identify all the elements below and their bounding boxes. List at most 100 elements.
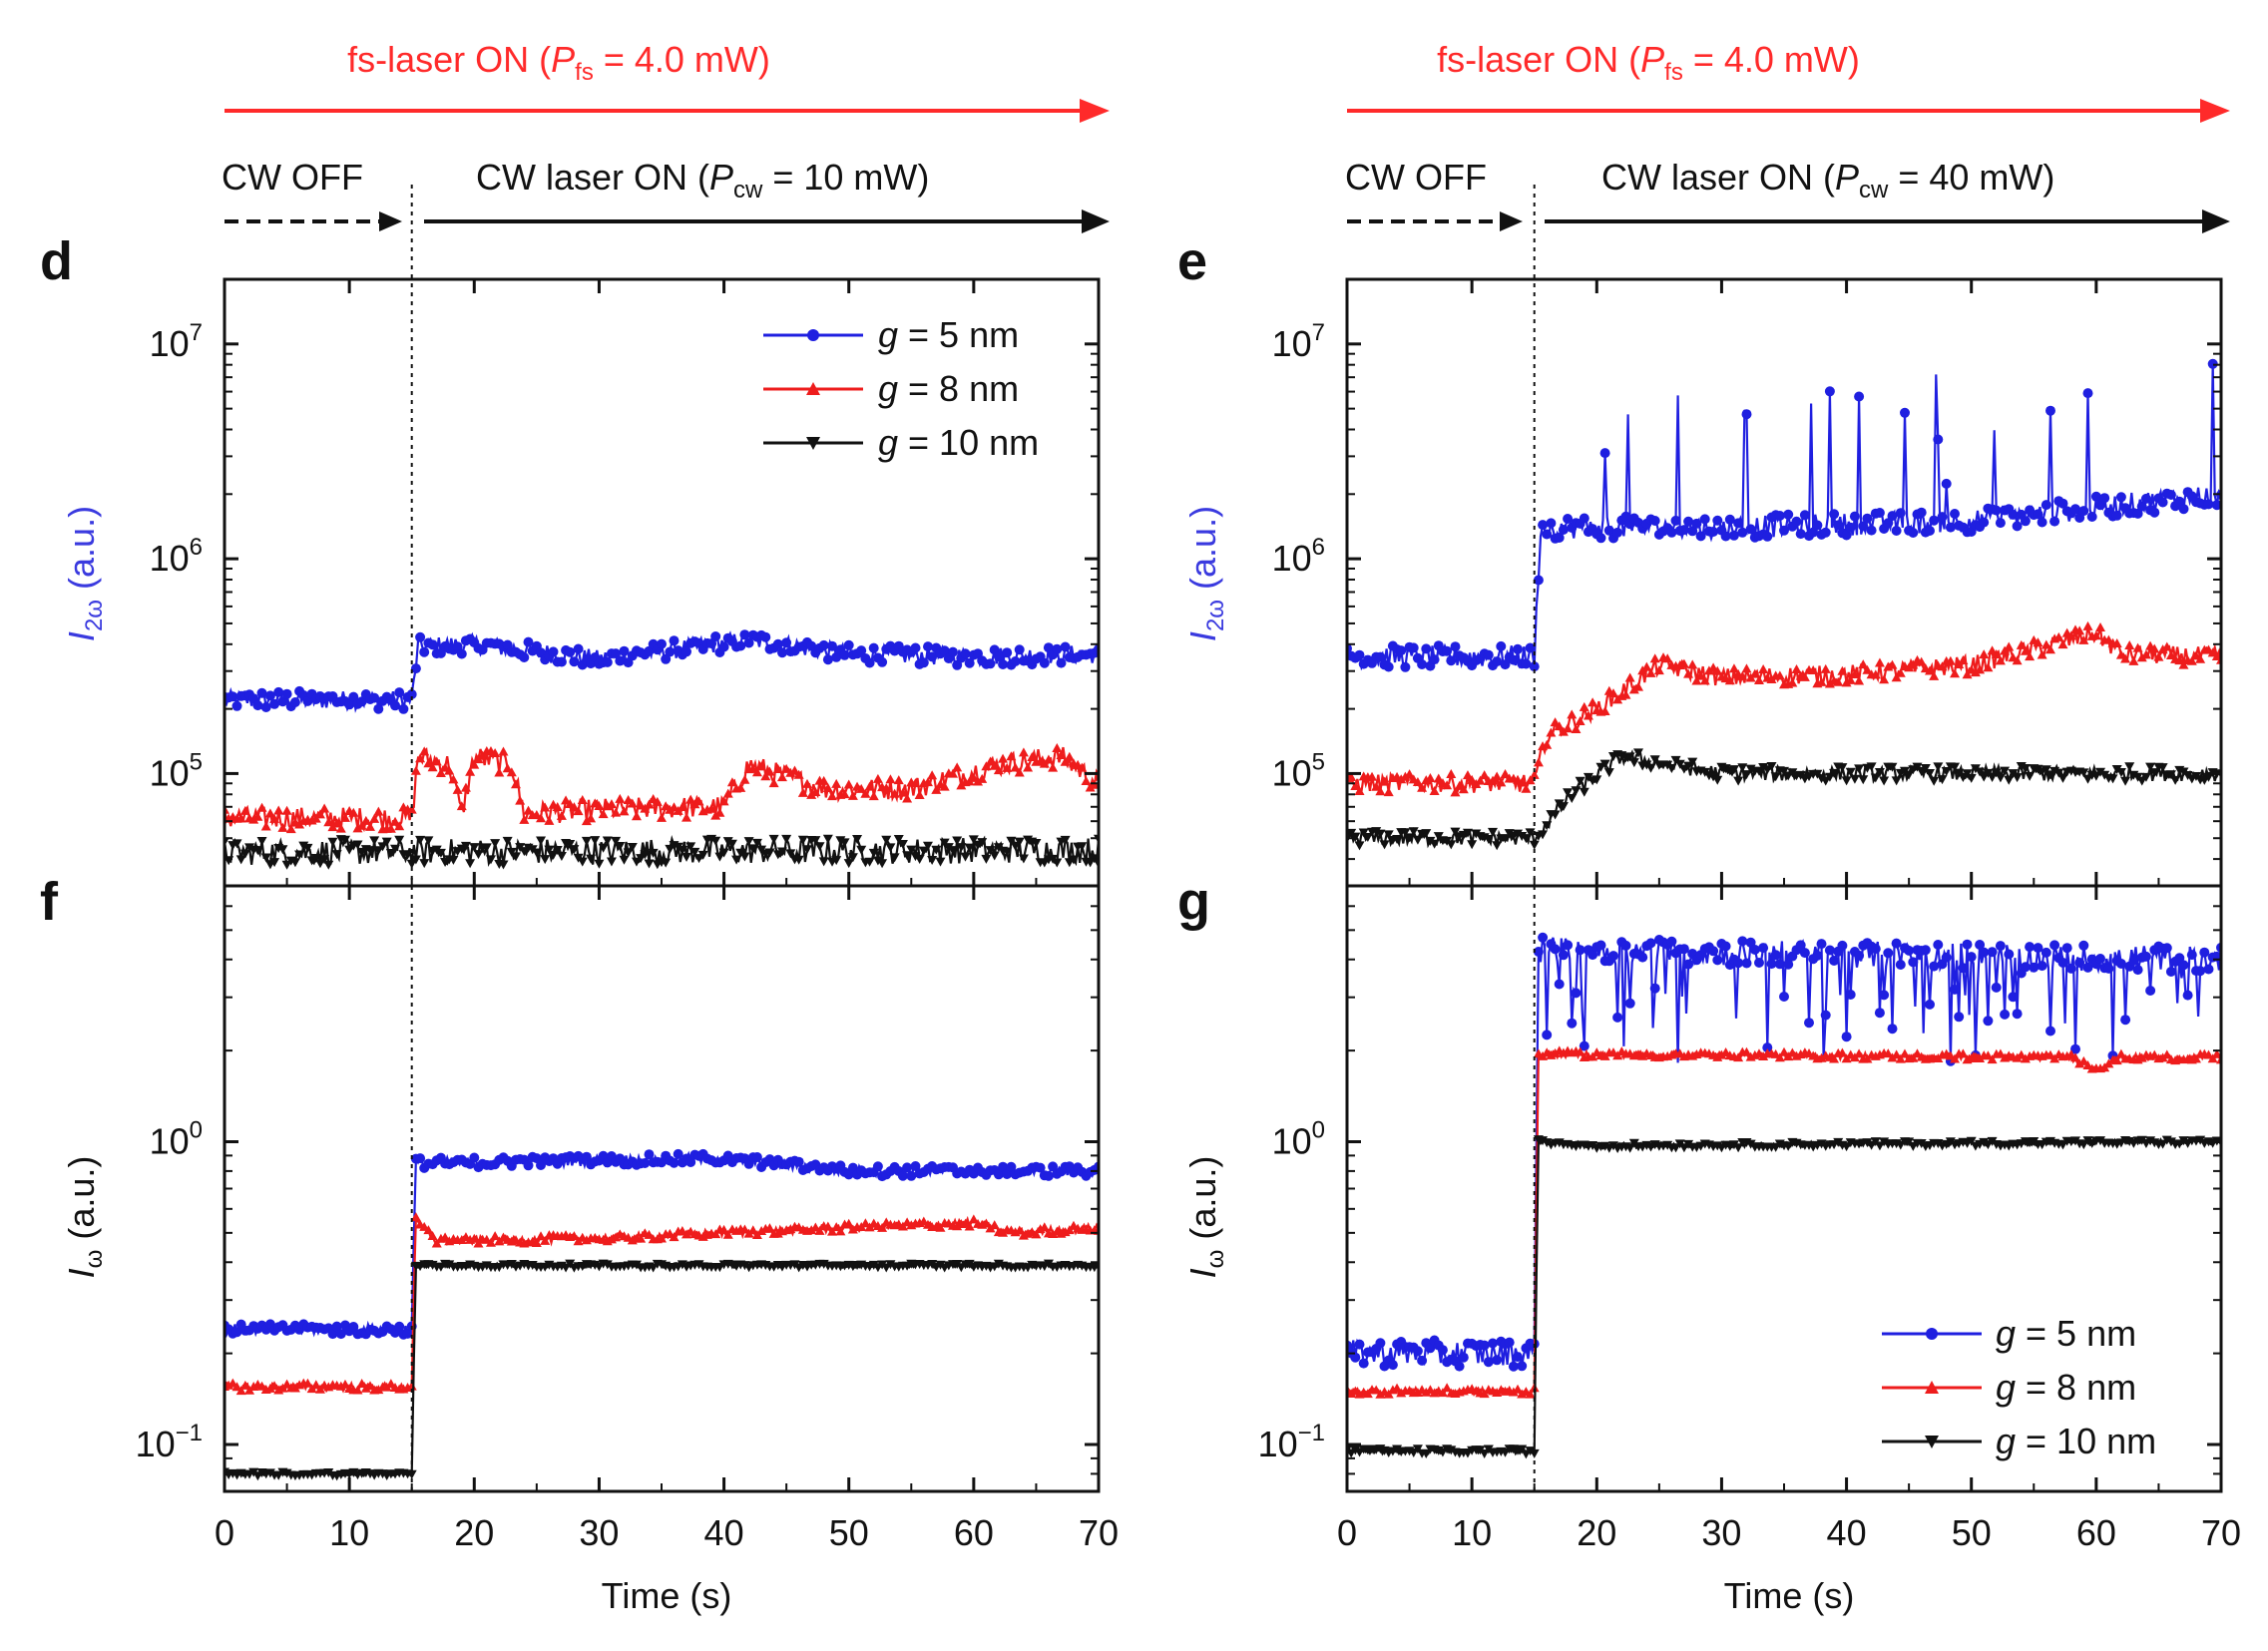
data-point	[1383, 830, 1394, 840]
data-point	[452, 641, 463, 652]
markers-f-g8	[225, 1212, 1099, 1396]
data-point	[390, 700, 400, 711]
data-point	[814, 842, 825, 852]
data-point	[1770, 772, 1781, 782]
data-point	[1563, 514, 1574, 524]
data-point	[419, 646, 430, 657]
data-point	[2082, 1136, 2093, 1146]
data-point	[1488, 827, 1498, 837]
data-point	[1678, 944, 1689, 955]
data-point	[1392, 1383, 1403, 1393]
data-point	[1454, 1361, 1465, 1372]
data-point	[1891, 776, 1902, 786]
data-point	[1429, 839, 1440, 849]
data-point	[1006, 751, 1017, 761]
data-point	[2000, 766, 2011, 776]
data-point	[1014, 1225, 1025, 1235]
data-point	[394, 1321, 405, 1332]
data-point	[1579, 787, 1589, 797]
data-point	[573, 643, 584, 654]
data-point	[536, 1231, 547, 1241]
data-point	[2049, 940, 2060, 951]
data-point	[2140, 649, 2151, 659]
data-point	[1488, 1338, 1498, 1349]
data-point	[1014, 644, 1025, 655]
data-point	[1354, 1339, 1365, 1350]
panel-letter-d: d	[40, 231, 73, 291]
data-point	[1379, 840, 1390, 850]
data-point	[669, 1157, 680, 1168]
data-point	[2078, 940, 2089, 951]
data-point	[1820, 1010, 1831, 1021]
data-point	[235, 813, 246, 823]
data-point	[402, 1328, 413, 1339]
data-point	[1758, 1051, 1769, 1061]
data-point	[2057, 498, 2068, 509]
data-point	[710, 1229, 721, 1239]
data-point	[843, 1218, 854, 1228]
data-point	[481, 843, 492, 853]
data-point	[1513, 1352, 1523, 1363]
data-point	[877, 656, 888, 667]
data-point	[273, 805, 284, 815]
data-point	[1446, 840, 1457, 850]
legend-item-g5: g = 5 nm	[763, 314, 1019, 355]
data-point	[1916, 507, 1927, 518]
data-point	[1783, 509, 1794, 520]
data-point	[365, 821, 375, 831]
data-point	[902, 851, 913, 861]
data-point	[1895, 960, 1906, 970]
data-point	[581, 1151, 592, 1162]
data-point	[797, 787, 808, 797]
data-point	[619, 645, 630, 656]
data-point	[1375, 786, 1386, 796]
data-point	[577, 794, 588, 804]
data-point	[922, 841, 933, 851]
data-point	[277, 845, 288, 855]
legend-item-g10-bottom: g = 10 nm	[1882, 1421, 2156, 1461]
data-point	[1508, 1361, 1519, 1372]
data-point	[1895, 508, 1906, 519]
data-point	[657, 638, 667, 649]
data-point	[1591, 775, 1602, 785]
data-point	[1588, 1140, 1598, 1150]
data-point	[581, 836, 592, 846]
cw-off-arrowhead-left	[379, 211, 402, 231]
data-point	[1446, 768, 1457, 778]
data-point	[523, 805, 534, 815]
data-point	[1824, 772, 1835, 782]
legend-top: g = 5 nm g = 8 nm g = 10 nm	[763, 314, 1039, 463]
data-point	[2178, 960, 2189, 971]
data-point	[1837, 1047, 1848, 1057]
data-point	[611, 807, 622, 817]
legend-item-g5-bottom: g = 5 nm	[1882, 1313, 2136, 1354]
data-point	[735, 782, 746, 792]
data-point	[611, 1232, 622, 1242]
data-point	[2016, 639, 2027, 649]
data-point	[1891, 1049, 1902, 1059]
data-point	[323, 817, 334, 827]
data-point	[1554, 533, 1565, 543]
data-point	[1854, 764, 1865, 774]
data-point	[935, 857, 946, 867]
data-point	[1991, 982, 2002, 993]
data-point	[1362, 832, 1373, 842]
data-point	[2115, 959, 2126, 969]
data-point	[1354, 785, 1365, 795]
data-point	[2070, 1052, 2080, 1062]
data-point	[2008, 509, 2019, 520]
data-point	[1612, 1012, 1623, 1023]
data-point	[1425, 836, 1436, 846]
data-point	[1579, 513, 1589, 524]
data-point	[1837, 665, 1848, 675]
data-point	[2140, 772, 2151, 782]
data-point	[1841, 776, 1852, 786]
data-point	[2103, 963, 2114, 974]
data-point	[239, 1380, 250, 1390]
data-point	[910, 778, 921, 788]
data-point	[2111, 510, 2122, 521]
data-point	[1895, 667, 1906, 677]
data-point	[569, 1231, 580, 1241]
data-point	[1525, 1446, 1536, 1456]
y-tick-label: 10−1	[136, 1420, 203, 1464]
